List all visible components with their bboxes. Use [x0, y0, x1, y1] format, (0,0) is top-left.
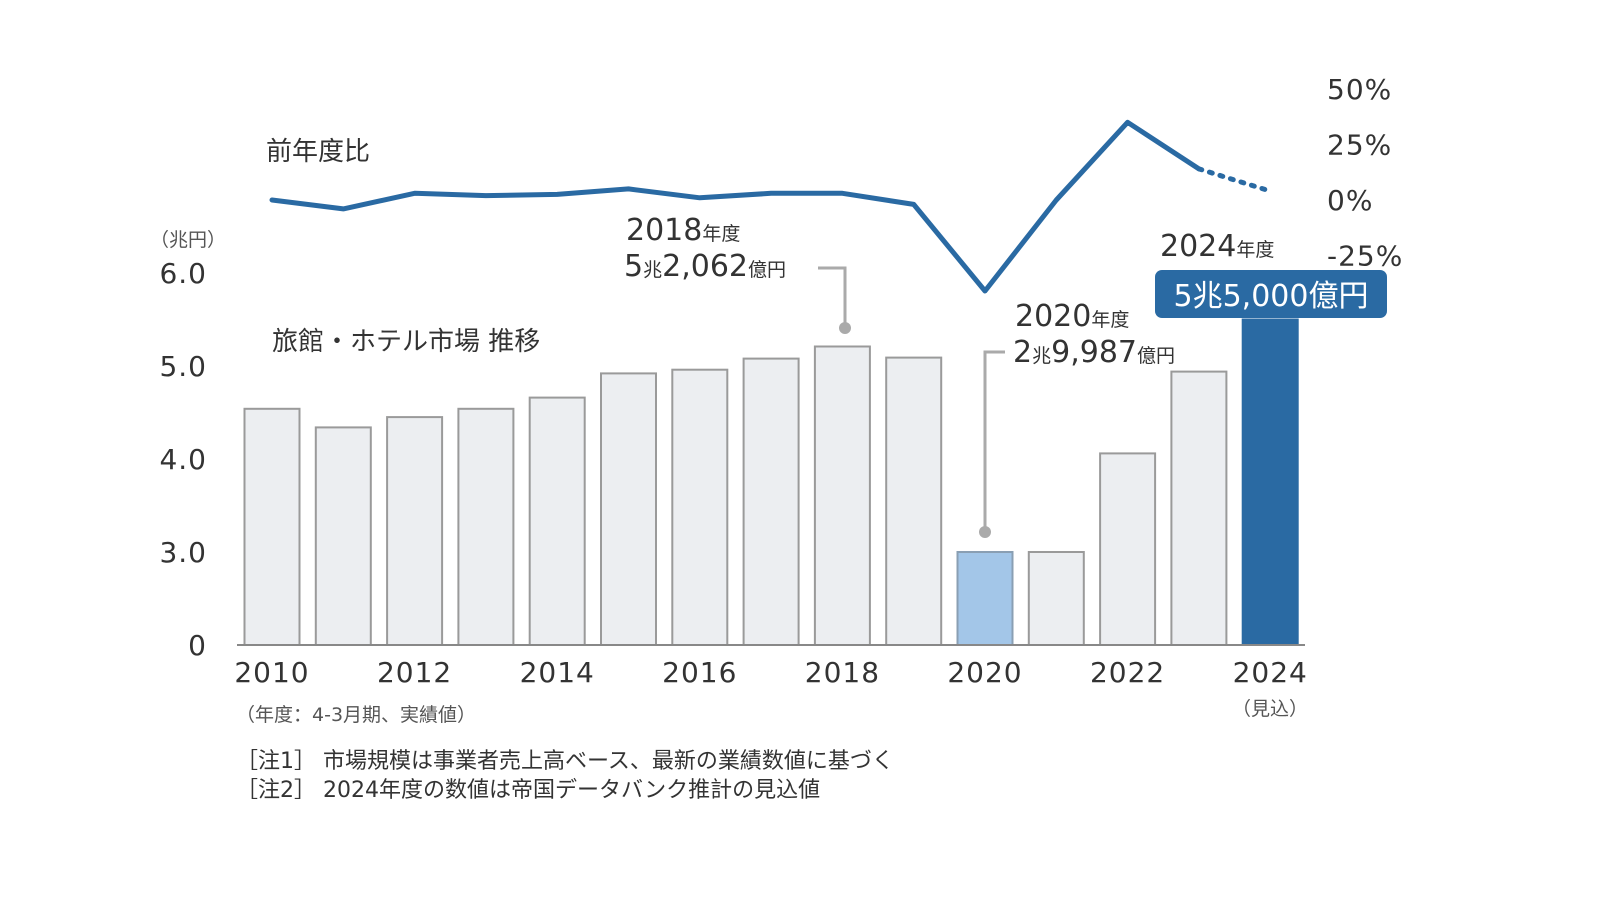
- bar-2023: [1170, 370, 1228, 646]
- y-axis-ticks: 0 3.0 4.0 5.0 6.0: [159, 257, 207, 662]
- bar-2013: [457, 407, 515, 646]
- y2-axis-ticks: 50% 25% 0% -25%: [1327, 73, 1403, 273]
- y2-tick-label: 50%: [1327, 73, 1392, 106]
- annotation-2018-year: 2018年度: [626, 213, 740, 248]
- annotation-2024-box: [1155, 270, 1387, 318]
- annotation-2020: 2020年度 2兆9,987億円: [979, 299, 1175, 538]
- bar-2014: [528, 396, 586, 646]
- annotation-2018-value: 5兆2,062億円: [624, 249, 786, 284]
- x-tick-label: 2022: [1090, 656, 1165, 689]
- annotation-2020-leader: [983, 350, 1005, 528]
- bar-2018: [813, 345, 871, 646]
- y-tick-label: 6.0: [159, 257, 207, 290]
- x-label-2024-estimate: （見込）: [1232, 698, 1308, 720]
- bar-chart-title: 旅館・ホテル市場 推移: [272, 327, 540, 357]
- y2-tick-label: -25%: [1327, 240, 1403, 273]
- x-tick-label: 2014: [520, 656, 595, 689]
- y-axis-unit: （兆円）: [150, 229, 226, 251]
- bar-2011: [314, 426, 372, 646]
- growth-line-actual: [269, 119, 1202, 294]
- y2-tick-label: 0%: [1327, 184, 1373, 217]
- x-axis-ticks: 2010 2012 2014 2016 2018 2020 2022 2024: [234, 656, 1308, 689]
- bar-2022: [1099, 452, 1157, 646]
- annotation-2024-value: 5兆5,000億円: [1174, 279, 1369, 314]
- bar-2010: [243, 407, 301, 646]
- x-tick-label: 2020: [947, 656, 1022, 689]
- annotation-2020-value: 2兆9,987億円: [1013, 335, 1175, 370]
- bars: [243, 318, 1299, 646]
- annotation-2024: 2024年度 5兆5,000億円: [1155, 229, 1387, 318]
- annotation-2020-year: 2020年度: [1015, 299, 1129, 334]
- x-tick-label: 2010: [234, 656, 309, 689]
- bar-2020: [956, 551, 1014, 646]
- annotation-2024-year: 2024年度: [1160, 229, 1274, 264]
- x-axis-note: （年度：4-3月期、実績値）: [236, 704, 476, 726]
- x-tick-label: 2016: [662, 656, 737, 689]
- annotation-2018-dot: [839, 322, 851, 334]
- bar-2019: [885, 356, 943, 646]
- y-tick-label: 0: [188, 629, 207, 662]
- x-tick-label: 2024: [1233, 656, 1308, 689]
- growth-line-estimate: [1196, 166, 1273, 194]
- bar-2012: [386, 416, 444, 646]
- footnote-2: ［注2］ 2024年度の数値は帝国データバンク推計の見込値: [236, 778, 820, 803]
- y2-tick-label: 25%: [1327, 129, 1392, 162]
- bar-2015: [600, 372, 657, 646]
- bar-2024: [1241, 318, 1299, 646]
- bar-2021: [1027, 551, 1085, 646]
- bar-2017: [742, 357, 800, 646]
- annotation-2018-leader: [818, 266, 847, 324]
- x-tick-label: 2012: [377, 656, 452, 689]
- y-tick-label: 4.0: [159, 443, 207, 476]
- y-tick-label: 5.0: [159, 350, 207, 383]
- annotation-2020-dot: [979, 526, 991, 538]
- x-tick-label: 2018: [805, 656, 880, 689]
- annotation-2018: 2018年度 5兆2,062億円: [624, 213, 851, 334]
- growth-line-title: 前年度比: [266, 137, 370, 167]
- y-tick-label: 3.0: [159, 536, 207, 569]
- bar-2016: [671, 368, 729, 646]
- growth-line: [269, 119, 1273, 294]
- footnote-1: ［注1］ 市場規模は事業者売上高ベース、最新の業績数値に基づく: [236, 749, 894, 774]
